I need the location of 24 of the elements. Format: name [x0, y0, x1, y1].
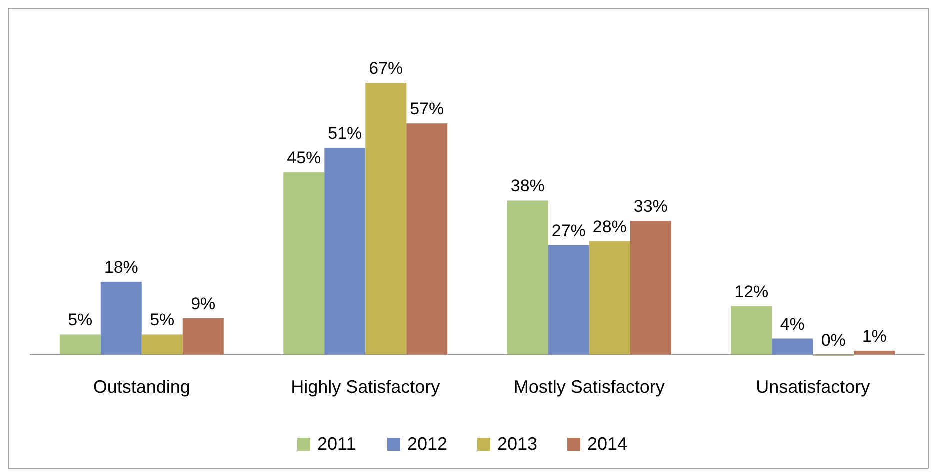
data-label: 57%	[410, 100, 444, 119]
legend-label: 2014	[588, 434, 628, 454]
data-label: 67%	[369, 59, 404, 78]
data-label: 12%	[734, 282, 769, 302]
data-label: 5%	[68, 310, 93, 330]
legend-label: 2013	[498, 434, 538, 454]
data-label: 28%	[592, 217, 627, 236]
legend-label: 2011	[318, 434, 356, 454]
data-label: 1%	[862, 326, 887, 346]
x-tick-label: Highly Satisfactory	[291, 377, 440, 397]
x-tick-label: Unsatisfactory	[756, 377, 870, 397]
data-label: 45%	[287, 148, 322, 168]
data-label: 18%	[104, 258, 138, 277]
data-label: 5%	[150, 310, 175, 330]
x-tick-label: Mostly Satisfactory	[514, 377, 665, 397]
data-label: 51%	[328, 124, 362, 143]
legend-label: 2012	[408, 434, 448, 454]
data-label: 38%	[510, 176, 545, 196]
data-label: 27%	[552, 221, 586, 240]
data-label: 33%	[634, 197, 668, 216]
data-label: 9%	[191, 294, 216, 314]
data-label: 4%	[780, 314, 805, 334]
x-tick-label: Outstanding	[93, 377, 190, 397]
data-label: 0%	[821, 331, 846, 350]
